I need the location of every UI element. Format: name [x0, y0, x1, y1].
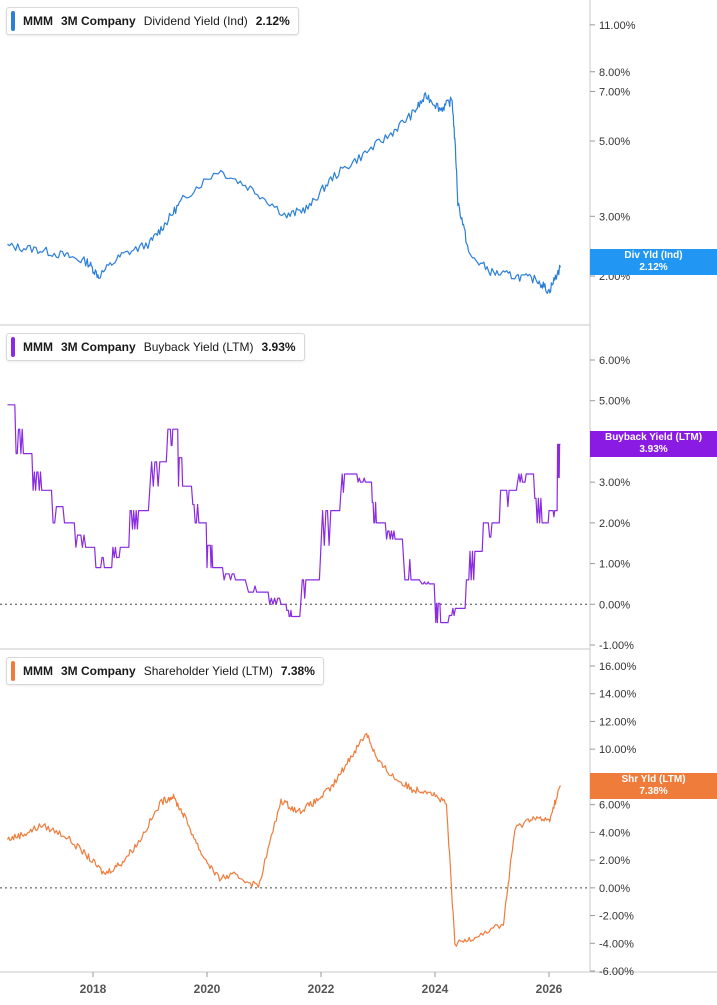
y-tick-label: 11.00%: [599, 20, 636, 32]
series-line-dividend-yield: [7, 92, 561, 294]
y-tick-label: 10.00%: [599, 744, 637, 756]
series-line-shareholder-yield: [6, 732, 561, 947]
tag-label: Buyback Yield (LTM): [604, 432, 703, 443]
value-tag-buyback-yield: Buyback Yield (LTM) 3.93%: [590, 431, 717, 457]
x-tick-label: 2022: [308, 982, 335, 996]
series-color-swatch: [11, 337, 15, 357]
legend-metric: Shareholder Yield (LTM): [143, 664, 273, 678]
legend-company: 3M Company: [61, 14, 136, 28]
legend-ticker: MMM: [23, 14, 53, 28]
y-tick-label: 16.00%: [599, 661, 637, 673]
tag-value: 7.38%: [639, 786, 668, 797]
y-tick-label: -6.00%: [599, 966, 634, 978]
value-tag-shareholder-yield: Shr Yld (LTM) 7.38%: [590, 773, 717, 799]
y-tick-label: 6.00%: [599, 355, 630, 367]
y-tick-label: 7.00%: [599, 86, 630, 98]
y-tick-label: -1.00%: [599, 640, 634, 652]
x-tick-label: 2020: [194, 982, 221, 996]
y-tick-label: 0.00%: [599, 599, 630, 611]
y-tick-label: 4.00%: [599, 827, 630, 839]
y-tick-label: 6.00%: [599, 800, 630, 812]
y-tick-label: -4.00%: [599, 938, 634, 950]
series-color-swatch: [11, 661, 15, 681]
legend-buyback-yield[interactable]: MMM 3M Company Buyback Yield (LTM) 3.93%: [6, 333, 305, 361]
legend-dividend-yield[interactable]: MMM 3M Company Dividend Yield (Ind) 2.12…: [6, 7, 299, 35]
y-tick-label: 5.00%: [599, 136, 630, 148]
legend-company: 3M Company: [61, 340, 136, 354]
legend-value: 3.93%: [261, 340, 296, 354]
legend-value: 2.12%: [255, 14, 290, 28]
y-tick-label: 8.00%: [599, 67, 630, 79]
legend-ticker: MMM: [23, 340, 53, 354]
series-color-swatch: [11, 11, 15, 31]
y-tick-label: 0.00%: [599, 883, 630, 895]
legend-value: 7.38%: [280, 664, 315, 678]
legend-company: 3M Company: [61, 664, 136, 678]
y-tick-label: 3.00%: [599, 477, 630, 489]
value-tag-dividend-yield: Div Yld (Ind) 2.12%: [590, 249, 717, 275]
panel-frames: [0, 0, 717, 973]
y-tick-label: 12.00%: [599, 716, 637, 728]
y-tick-label: 2.00%: [599, 855, 630, 867]
tag-value: 2.12%: [639, 262, 668, 273]
y-tick-label: 2.00%: [599, 518, 630, 530]
series-lines: [6, 92, 561, 947]
series-line-buyback-yield: [7, 404, 561, 624]
y-tick-label: 14.00%: [599, 689, 637, 701]
x-tick-label: 2018: [80, 982, 107, 996]
y-tick-label: 5.00%: [599, 396, 630, 408]
x-tick-label: 2026: [536, 982, 563, 996]
x-tick-label: 2024: [422, 982, 449, 996]
legend-metric: Buyback Yield (LTM): [143, 340, 254, 354]
legend-ticker: MMM: [23, 664, 53, 678]
legend-shareholder-yield[interactable]: MMM 3M Company Shareholder Yield (LTM) 7…: [6, 657, 324, 685]
y-axes: 11.00% 8.00% 7.00% 5.00% 3.00% 2.00% 6.00% 5.00…: [590, 20, 637, 978]
legend-metric: Dividend Yield (Ind): [143, 14, 248, 28]
y-tick-label: -2.00%: [599, 911, 634, 923]
tag-label: Div Yld (Ind): [624, 250, 683, 261]
tag-value: 3.93%: [639, 444, 668, 455]
y-tick-label: 3.00%: [599, 211, 630, 223]
x-axis: 2018 2020 2022 2024 2026: [80, 972, 563, 996]
tag-label: Shr Yld (LTM): [621, 774, 686, 785]
y-tick-label: 1.00%: [599, 559, 630, 571]
